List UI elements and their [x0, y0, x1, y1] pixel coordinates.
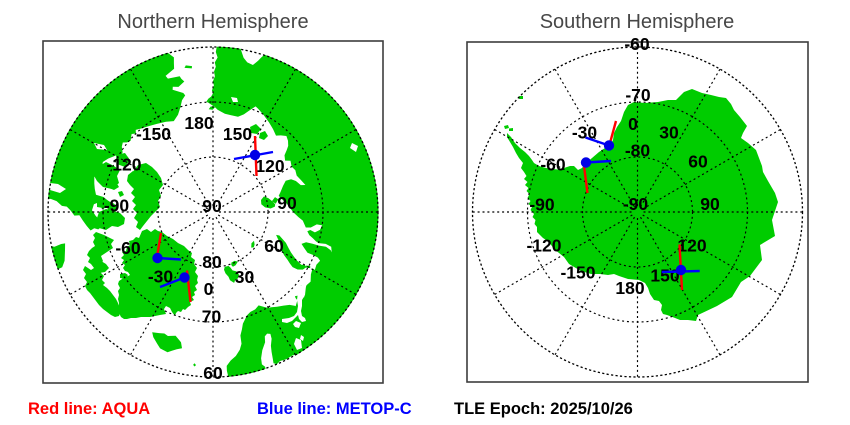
svg-text:-90: -90 [104, 196, 130, 216]
svg-text:-120: -120 [106, 155, 141, 175]
svg-text:120: 120 [255, 156, 284, 176]
svg-text:Blue line: METOP-C: Blue line: METOP-C [257, 400, 412, 418]
svg-text:-60: -60 [115, 238, 141, 258]
svg-text:70: 70 [202, 307, 222, 327]
svg-text:120: 120 [677, 235, 706, 255]
svg-text:-90: -90 [529, 195, 555, 215]
svg-text:80: 80 [202, 252, 222, 272]
svg-text:60: 60 [688, 151, 708, 171]
svg-text:-80: -80 [625, 141, 651, 161]
svg-text:-70: -70 [625, 85, 651, 105]
svg-text:-90: -90 [623, 194, 649, 214]
svg-text:-60: -60 [540, 155, 566, 175]
svg-text:30: 30 [235, 267, 255, 287]
svg-text:90: 90 [700, 194, 720, 214]
svg-text:-30: -30 [572, 123, 598, 143]
svg-text:30: 30 [659, 122, 679, 142]
svg-text:0: 0 [204, 279, 214, 299]
svg-text:180: 180 [615, 278, 644, 298]
svg-text:TLE Epoch: 2025/10/26: TLE Epoch: 2025/10/26 [454, 400, 633, 418]
svg-text:-150: -150 [560, 263, 595, 283]
svg-text:150: 150 [223, 124, 252, 144]
svg-text:-30: -30 [148, 267, 174, 287]
svg-text:180: 180 [184, 113, 213, 133]
svg-text:90: 90 [202, 196, 222, 216]
svg-text:60: 60 [264, 236, 284, 256]
svg-text:Red line: AQUA: Red line: AQUA [28, 400, 150, 418]
svg-text:0: 0 [628, 114, 638, 134]
svg-text:-150: -150 [136, 124, 171, 144]
svg-text:60: 60 [203, 363, 223, 383]
svg-text:90: 90 [277, 193, 297, 213]
svg-text:-120: -120 [526, 236, 561, 256]
svg-text:Southern Hemisphere: Southern Hemisphere [540, 11, 735, 33]
svg-text:-60: -60 [624, 34, 650, 54]
svg-text:Northern Hemisphere: Northern Hemisphere [117, 11, 308, 33]
svg-text:150: 150 [650, 266, 679, 286]
